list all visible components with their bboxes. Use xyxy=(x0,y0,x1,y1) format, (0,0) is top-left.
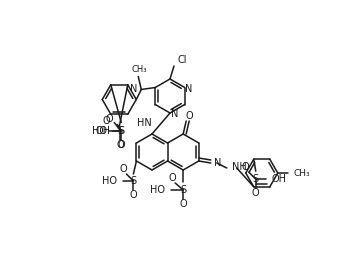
Text: O: O xyxy=(120,164,127,174)
Text: OH: OH xyxy=(95,125,110,135)
Text: HN: HN xyxy=(137,119,152,129)
Text: O: O xyxy=(106,114,113,124)
Text: O: O xyxy=(129,190,137,200)
Text: N: N xyxy=(185,83,193,94)
Text: N: N xyxy=(130,84,137,94)
Text: O: O xyxy=(179,199,187,209)
Text: O: O xyxy=(185,111,193,121)
Text: S: S xyxy=(118,125,124,135)
Text: N: N xyxy=(171,109,179,119)
Text: O: O xyxy=(252,188,260,198)
Text: NH: NH xyxy=(232,162,246,172)
Text: O: O xyxy=(118,139,125,149)
Text: HO: HO xyxy=(102,176,117,186)
Text: CH₃: CH₃ xyxy=(294,169,311,178)
Text: CH₃: CH₃ xyxy=(132,65,147,74)
Text: S: S xyxy=(253,174,259,184)
Text: O: O xyxy=(103,115,110,125)
Text: O: O xyxy=(117,139,124,149)
Text: S: S xyxy=(117,125,123,135)
Text: S: S xyxy=(131,176,137,186)
Text: HO: HO xyxy=(92,125,107,135)
Text: HO: HO xyxy=(150,185,165,195)
Text: N: N xyxy=(214,158,221,168)
Text: O: O xyxy=(242,162,250,172)
Text: OH: OH xyxy=(272,174,287,184)
Text: Cl: Cl xyxy=(177,55,186,65)
Text: S: S xyxy=(180,185,186,195)
Text: O: O xyxy=(168,173,176,183)
